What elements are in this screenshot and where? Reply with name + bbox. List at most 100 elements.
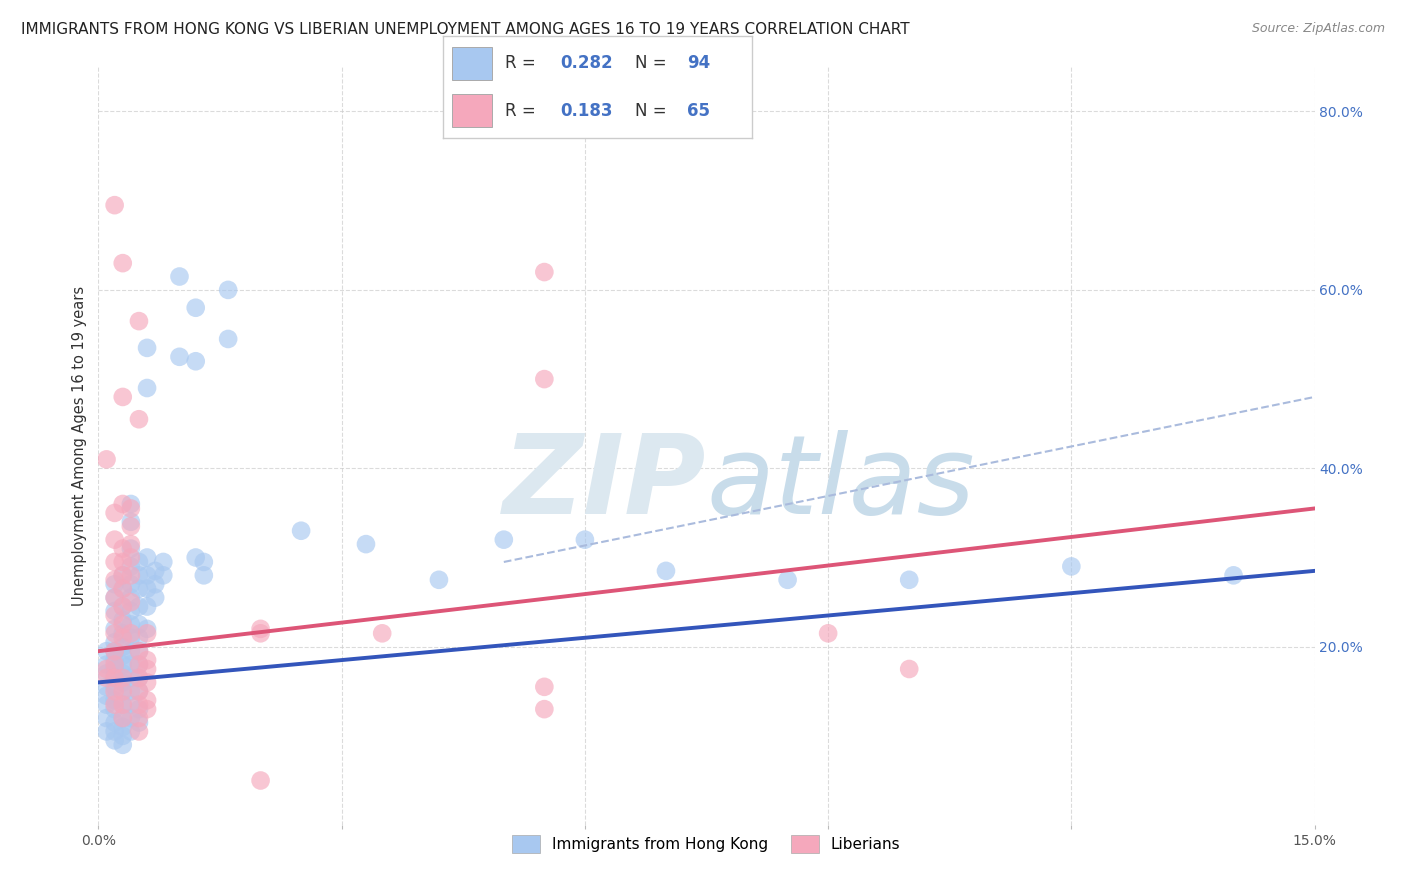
Point (120, 626, 142, 640)
FancyBboxPatch shape (453, 47, 492, 79)
Point (111, 555, 134, 569)
Point (111, 390, 134, 404)
Point (533, 680, 555, 694)
Point (96, 724, 118, 739)
Point (104, 198, 127, 212)
Point (104, 506, 127, 520)
Point (533, 265, 555, 279)
Point (111, 711, 134, 725)
Point (96, 671, 118, 685)
Point (104, 715, 127, 730)
Point (136, 662, 159, 676)
Point (111, 720, 134, 734)
Point (104, 662, 127, 676)
Point (104, 626, 127, 640)
Point (1222, 568, 1244, 582)
Point (120, 515, 142, 529)
Point (111, 617, 134, 632)
Point (104, 733, 127, 747)
Point (249, 626, 271, 640)
Point (120, 684, 142, 698)
Point (104, 577, 127, 591)
Point (128, 568, 150, 582)
Point (128, 671, 150, 685)
Point (111, 729, 134, 743)
Point (184, 354, 207, 368)
Legend: Immigrants from Hong Kong, Liberians: Immigrants from Hong Kong, Liberians (506, 830, 907, 859)
Point (136, 582, 159, 596)
Point (290, 524, 312, 538)
Point (128, 671, 150, 685)
Point (136, 622, 159, 636)
Point (120, 541, 142, 556)
Point (120, 577, 142, 591)
Point (128, 644, 150, 658)
Point (120, 519, 142, 533)
Point (96, 680, 118, 694)
Text: 94: 94 (688, 54, 710, 72)
Point (354, 537, 377, 551)
Point (776, 573, 799, 587)
Point (128, 631, 150, 645)
Point (120, 617, 142, 632)
Point (120, 644, 142, 658)
Point (111, 568, 134, 582)
Point (104, 604, 127, 618)
Text: N =: N = (634, 54, 672, 72)
Point (249, 622, 271, 636)
Point (111, 738, 134, 752)
Point (111, 657, 134, 672)
Point (104, 680, 127, 694)
Y-axis label: Unemployment Among Ages 16 to 19 years: Unemployment Among Ages 16 to 19 years (72, 286, 87, 606)
Point (128, 617, 150, 632)
Point (120, 698, 142, 712)
Point (120, 671, 142, 685)
Point (111, 666, 134, 681)
FancyBboxPatch shape (453, 95, 492, 127)
Point (143, 591, 166, 605)
Point (184, 301, 207, 315)
Point (96, 644, 118, 658)
Point (136, 568, 159, 582)
Point (120, 568, 142, 582)
Point (104, 644, 127, 658)
Point (104, 698, 127, 712)
Point (136, 550, 159, 565)
Point (128, 702, 150, 716)
Text: N =: N = (634, 102, 672, 120)
Point (817, 626, 839, 640)
Point (96, 711, 118, 725)
Text: ZIP: ZIP (503, 431, 707, 537)
Point (120, 724, 142, 739)
Point (193, 568, 215, 582)
Point (1060, 559, 1083, 574)
Point (128, 698, 150, 712)
Point (111, 582, 134, 596)
Point (128, 599, 150, 614)
Point (104, 671, 127, 685)
Point (427, 573, 450, 587)
Point (111, 541, 134, 556)
Point (120, 591, 142, 605)
Point (96, 657, 118, 672)
Point (104, 644, 127, 658)
Point (128, 582, 150, 596)
Point (136, 702, 159, 716)
Point (104, 653, 127, 667)
Point (104, 622, 127, 636)
Point (120, 550, 142, 565)
Point (120, 559, 142, 574)
Point (152, 568, 174, 582)
Point (136, 341, 159, 355)
Point (136, 599, 159, 614)
Point (217, 332, 239, 346)
Point (111, 684, 134, 698)
Point (574, 533, 596, 547)
Point (111, 698, 134, 712)
Point (96, 452, 118, 467)
Point (104, 693, 127, 707)
Point (143, 577, 166, 591)
Point (152, 555, 174, 569)
Point (111, 684, 134, 698)
Point (120, 595, 142, 609)
